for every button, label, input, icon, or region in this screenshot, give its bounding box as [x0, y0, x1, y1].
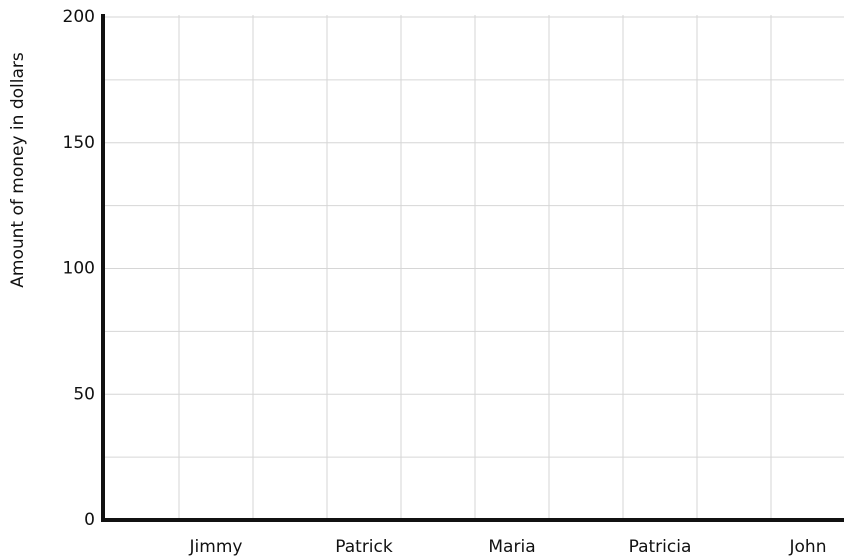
y-tick-label: 150 — [63, 133, 95, 153]
x-tick-label: John — [789, 537, 827, 557]
y-tick-label: 50 — [73, 384, 95, 404]
x-tick-label: Jimmy — [189, 537, 243, 557]
x-tick-label: Patrick — [335, 537, 393, 557]
x-tick-label: Maria — [488, 537, 535, 557]
y-tick-label: 100 — [63, 259, 95, 279]
y-tick-label: 0 — [84, 510, 95, 530]
x-tick-label: Patricia — [629, 537, 692, 557]
y-tick-label: 200 — [63, 7, 95, 27]
y-axis-label: Amount of money in dollars — [8, 52, 28, 288]
